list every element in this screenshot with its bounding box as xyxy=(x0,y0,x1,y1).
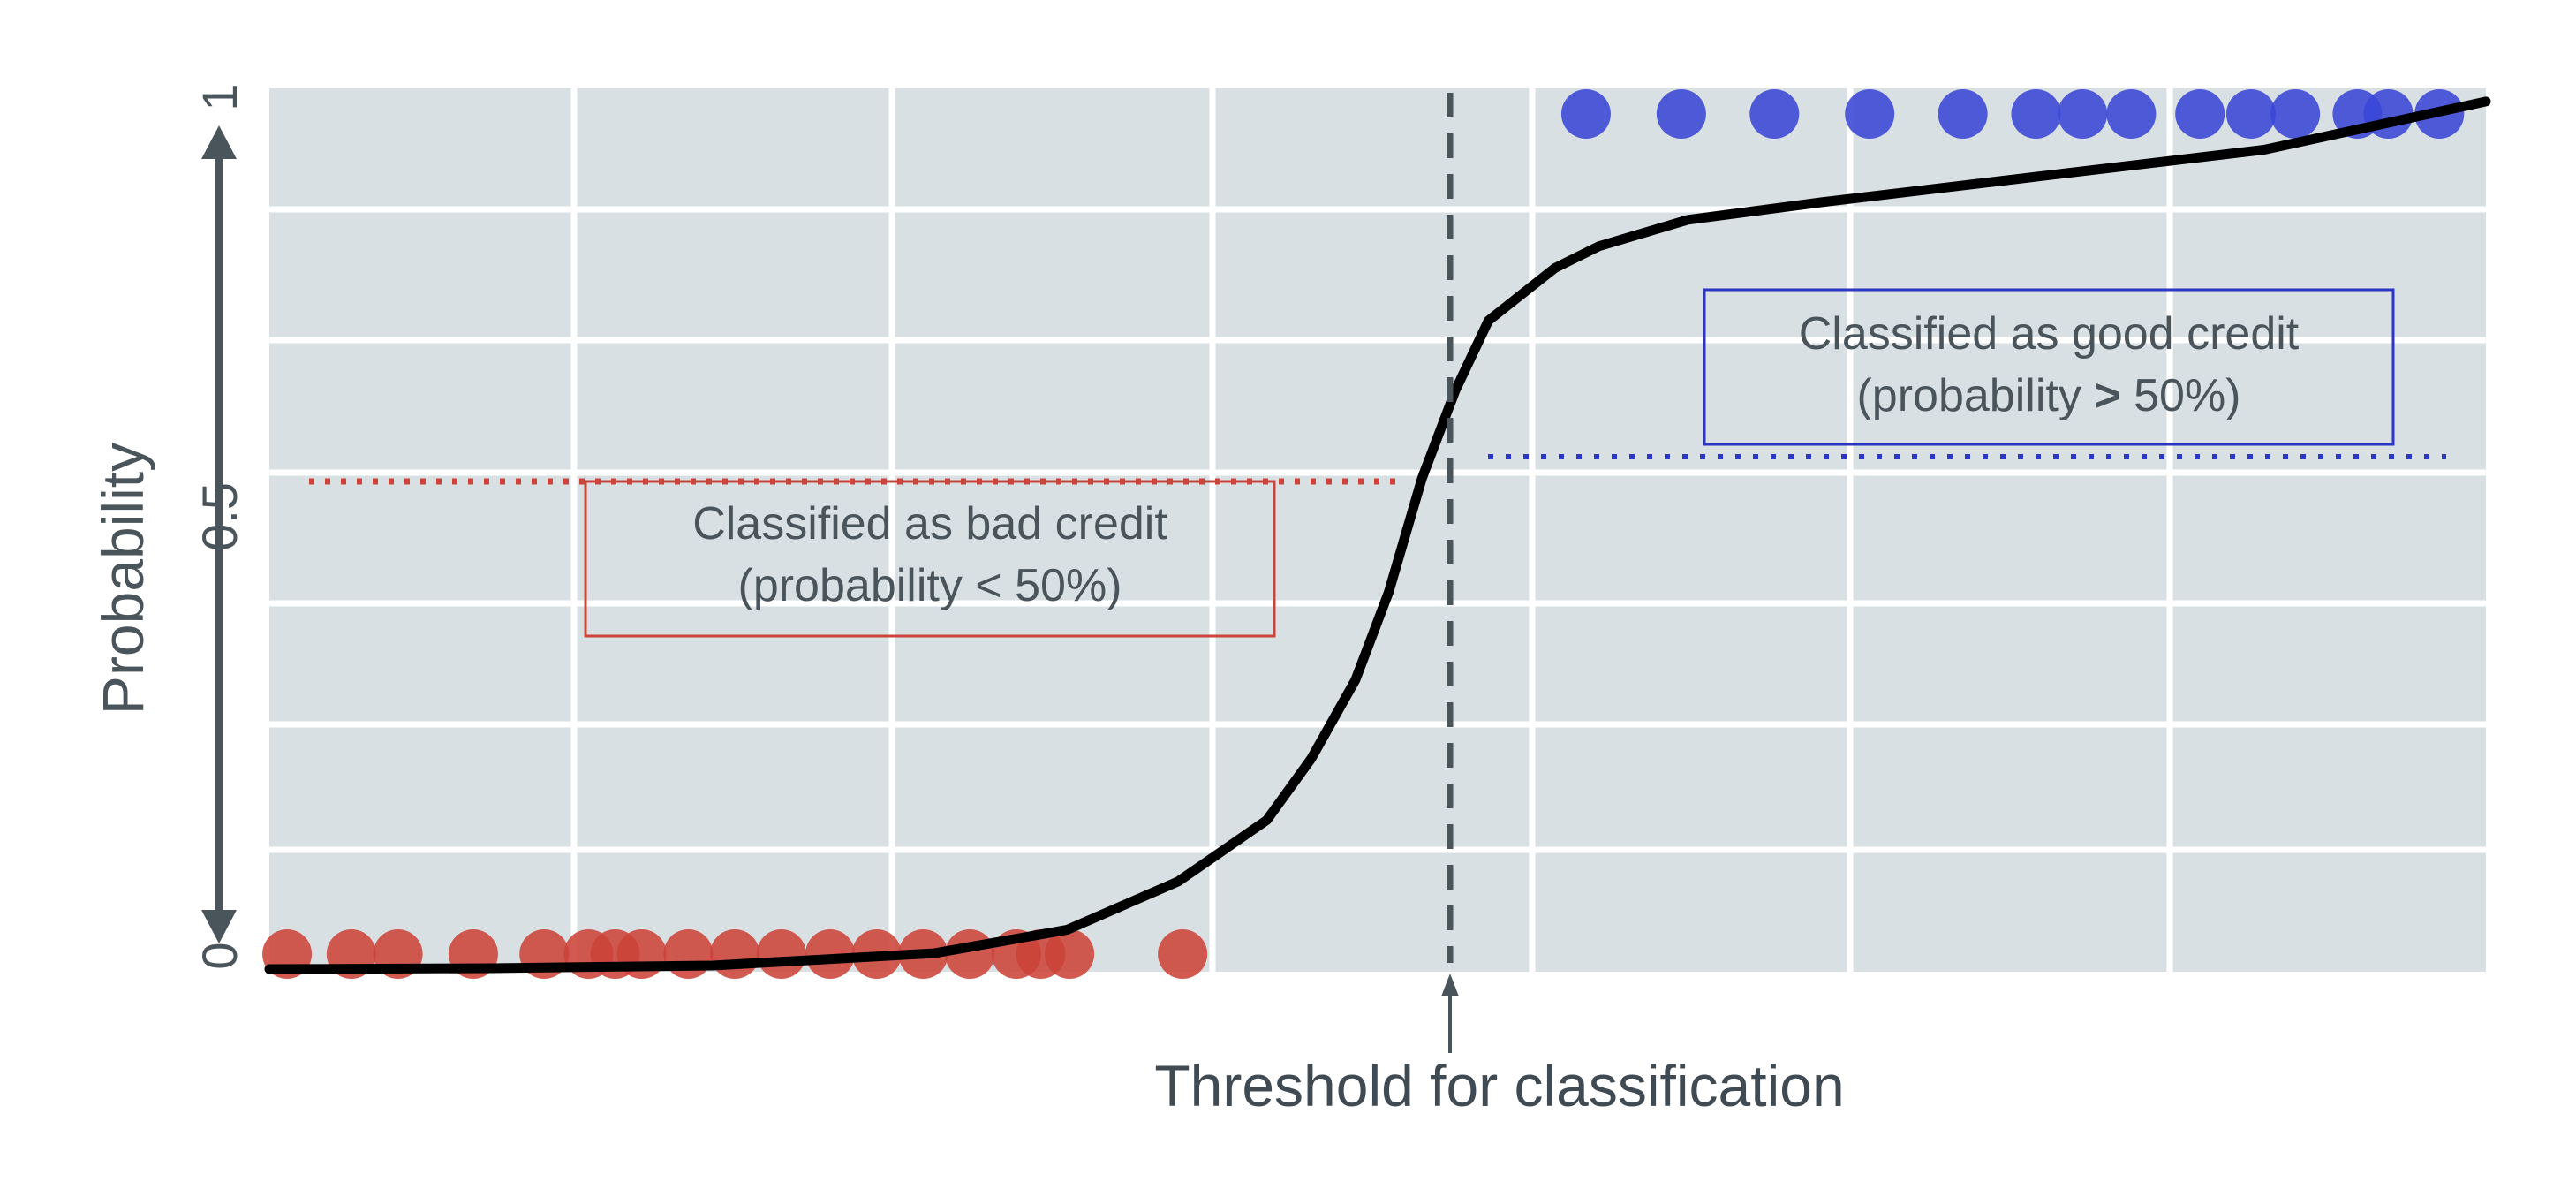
good-credit-point-2 xyxy=(1749,89,1800,139)
y-tick-label-0.5: 0.5 xyxy=(192,482,247,551)
good-credit-point-0 xyxy=(1560,89,1611,139)
bad-credit-line2: (probability < 50%) xyxy=(738,560,1122,611)
y-tick-label-0: 0 xyxy=(192,942,247,969)
good-credit-point-7 xyxy=(2106,89,2157,139)
good-credit-point-9 xyxy=(2225,89,2276,139)
grid-lines xyxy=(269,88,2486,972)
bad-credit-point-9 xyxy=(710,929,760,979)
y-axis-arrow-up xyxy=(201,125,237,159)
good-credit-point-10 xyxy=(2270,89,2321,139)
good-credit-line2-post: 50%) xyxy=(2121,370,2241,421)
bad-credit-point-8 xyxy=(663,929,714,979)
threshold-marker xyxy=(1441,93,1459,1053)
y-axis-label: Probability xyxy=(90,443,155,715)
good-credit-line2-bold: > xyxy=(2094,370,2120,421)
threshold-label: Threshold for classification xyxy=(1154,1053,1844,1118)
bad-credit-point-11 xyxy=(805,929,856,979)
bad-credit-line1: Classified as bad credit xyxy=(692,498,1167,549)
good-credit-point-6 xyxy=(2058,89,2108,139)
good-credit-annotation: Classified as good credit (probability >… xyxy=(1703,288,2395,446)
logistic-curve xyxy=(264,96,2491,974)
good-credit-point-1 xyxy=(1656,89,1706,139)
good-credit-point-3 xyxy=(1845,89,1895,139)
bad-credit-annotation: Classified as bad credit (probability < … xyxy=(584,480,1276,638)
good-credit-line1: Classified as good credit xyxy=(1799,308,2300,360)
y-axis xyxy=(201,125,237,943)
good-credit-point-5 xyxy=(2011,89,2061,139)
good-credit-point-4 xyxy=(1938,89,1988,139)
y-tick-label-1: 1 xyxy=(192,83,247,110)
bad-credit-point-17 xyxy=(1045,929,1095,979)
good-credit-box xyxy=(1703,288,2395,446)
y-tick-labels: 00.51 xyxy=(192,83,247,969)
bad-credit-box xyxy=(584,480,1276,638)
plot-background xyxy=(269,88,2486,972)
y-axis-arrow-down xyxy=(201,910,237,943)
bad-credit-point-18 xyxy=(1158,929,1208,979)
bad-credit-point-10 xyxy=(756,929,806,979)
good-credit-line2-pre: (probability xyxy=(1856,370,2094,421)
threshold-arrow-head xyxy=(1441,974,1459,996)
good-credit-point-8 xyxy=(2175,89,2225,139)
good-credit-line2: (probability > 50%) xyxy=(1856,370,2240,421)
